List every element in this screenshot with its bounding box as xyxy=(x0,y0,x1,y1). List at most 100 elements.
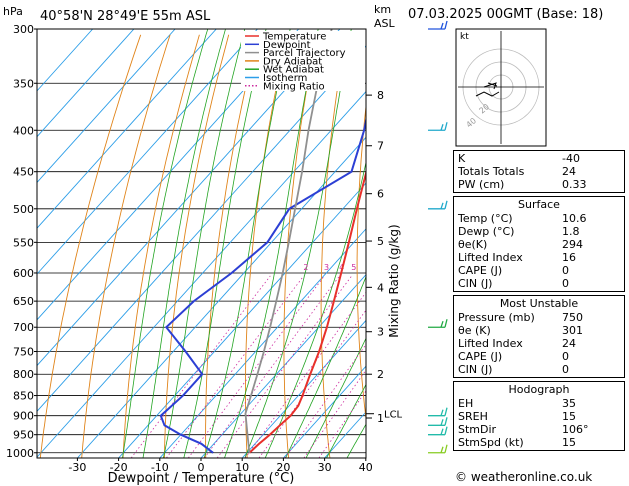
location-title: 40°58'N 28°49'E 55m ASL xyxy=(40,9,211,24)
dry-adiabat-line xyxy=(163,34,230,458)
wet-adiabat-line xyxy=(183,29,267,458)
temperature-tick-label: 0 xyxy=(198,461,205,474)
wind-barb xyxy=(428,417,448,426)
storm-motion-arrow xyxy=(483,82,497,90)
wet-adiabat-line xyxy=(305,337,366,458)
temperature-tick-label: 10 xyxy=(235,461,249,474)
isotherm-line xyxy=(37,29,217,229)
km-tick-label: 3 xyxy=(377,326,384,339)
mixing-ratio-value: 2 xyxy=(303,263,308,272)
wind-barb xyxy=(428,319,448,328)
mu-row: CIN (J) 0 xyxy=(458,363,569,376)
pressure-tick-label: 900 xyxy=(13,410,34,423)
wind-barb xyxy=(428,200,448,210)
km-tick-label: 1 xyxy=(377,412,384,425)
wind-barb xyxy=(428,20,448,30)
mixing-ratio-line xyxy=(166,275,305,458)
surface-row: θe(K) 294 xyxy=(458,238,583,251)
wet-adiabat-line xyxy=(285,275,366,458)
pressure-tick-label: 600 xyxy=(13,267,34,280)
hodo-row: StmDir 106° xyxy=(458,423,589,436)
surface-title: Surface xyxy=(518,198,560,211)
hpa-label: hPa xyxy=(3,5,23,18)
isotherm-line xyxy=(77,136,366,458)
pressure-tick-label: 650 xyxy=(13,295,34,308)
surface-row: Dewp (°C) 1.8 xyxy=(458,225,580,238)
index-row: Totals Totals 24 xyxy=(458,165,576,178)
hodo-row: SREH 15 xyxy=(458,410,576,423)
mu-row: CAPE (J) 0 xyxy=(458,350,569,363)
x-axis-label: Dewpoint / Temperature (°C) xyxy=(108,471,295,486)
dry-adiabat-line xyxy=(81,34,171,458)
wind-barb xyxy=(428,426,448,436)
surface-row: CAPE (J) 0 xyxy=(458,264,569,277)
dry-adiabat-line xyxy=(356,102,366,423)
indices-box: K -40 Totals Totals 24 PW (cm) 0.33 xyxy=(453,150,625,193)
mixing-ratio-value: 5 xyxy=(351,263,356,272)
surface-box: Surface Temp (°C) 10.6 Dewp (°C) 1.8 θe(K)… xyxy=(453,196,625,292)
legend-label: Dry Adiabat xyxy=(263,56,322,67)
pressure-tick-label: 850 xyxy=(13,390,34,403)
km-tick-label: 6 xyxy=(377,188,384,201)
legend-label: Dewpoint xyxy=(263,40,311,51)
wind-barb xyxy=(428,444,448,454)
mixing-ratio-line xyxy=(204,275,340,458)
mixing-ratio-line xyxy=(187,275,325,458)
legend-label: Parcel Trajectory xyxy=(263,48,346,59)
km-tick-label: 4 xyxy=(377,281,384,294)
legend-background xyxy=(241,31,365,91)
isotherm-line xyxy=(37,90,366,458)
mixing-ratio-value: 20 xyxy=(430,263,440,272)
hodo-row: StmSpd (kt) 15 xyxy=(458,436,576,449)
skewt-grid: 2 3 4 5 8 10 15 20 25 xyxy=(37,29,454,458)
dry-adiabat-line xyxy=(426,35,454,458)
wind-barb-shape xyxy=(428,122,448,131)
dewpoint-curve xyxy=(159,115,366,454)
pressure-tick-label: 450 xyxy=(13,166,34,179)
wet-adiabat-line xyxy=(326,383,366,458)
pressure-tick-label: 750 xyxy=(13,346,34,359)
pressure-tick-label: 700 xyxy=(13,321,34,334)
most-unstable-title: Most Unstable xyxy=(499,297,579,310)
mixing-ratio-axis-label: Mixing Ratio (g/kg) xyxy=(387,224,401,337)
isotherm-line xyxy=(37,29,135,138)
surface-row: Temp (°C) 10.6 xyxy=(458,212,587,225)
hodo-row: EH 35 xyxy=(458,397,576,410)
hodograph-unit-label: kt xyxy=(460,32,469,42)
parcel-trajectory-curve xyxy=(244,29,333,453)
temperature-tick-label: -10 xyxy=(151,461,169,474)
legend-label: Temperature xyxy=(262,32,326,43)
wind-barb xyxy=(428,122,448,131)
temperature-tick-label: -20 xyxy=(110,461,128,474)
datetime-stamp: 07.03.2025 00GMT (Base: 18) xyxy=(408,7,604,22)
wind-barb-shape xyxy=(428,426,448,436)
wet-adiabat-line xyxy=(163,29,246,458)
wind-barb xyxy=(428,407,448,417)
isotherm-line xyxy=(37,29,176,184)
lcl-label: LCL xyxy=(384,410,403,421)
wet-adiabat-line xyxy=(264,160,366,458)
pressure-tick-label: 1000 xyxy=(6,447,34,460)
isotherm-line xyxy=(200,273,366,458)
isotherm-line xyxy=(37,45,366,413)
mixing-ratio-line xyxy=(258,309,366,458)
legend-label: Mixing Ratio xyxy=(263,81,325,92)
wind-barb-shape xyxy=(428,417,448,426)
dry-adiabat-line xyxy=(320,34,347,458)
km-tick-label: 2 xyxy=(377,368,384,381)
temperature-tick-label: 30 xyxy=(318,461,332,474)
isotherm-line xyxy=(37,29,258,275)
asl-label: ASL xyxy=(374,17,396,30)
wind-barb-shape xyxy=(428,319,448,328)
pressure-tick-label: 950 xyxy=(13,429,34,442)
km-tick-label: 8 xyxy=(377,89,384,102)
isotherm-line xyxy=(37,29,341,367)
wet-adiabat-line xyxy=(203,29,291,458)
wind-barb-shape xyxy=(428,20,448,30)
wet-adiabat-line xyxy=(122,29,209,458)
index-row: PW (cm) 0.33 xyxy=(458,178,587,191)
mixing-ratio-value: 15 xyxy=(412,263,422,272)
